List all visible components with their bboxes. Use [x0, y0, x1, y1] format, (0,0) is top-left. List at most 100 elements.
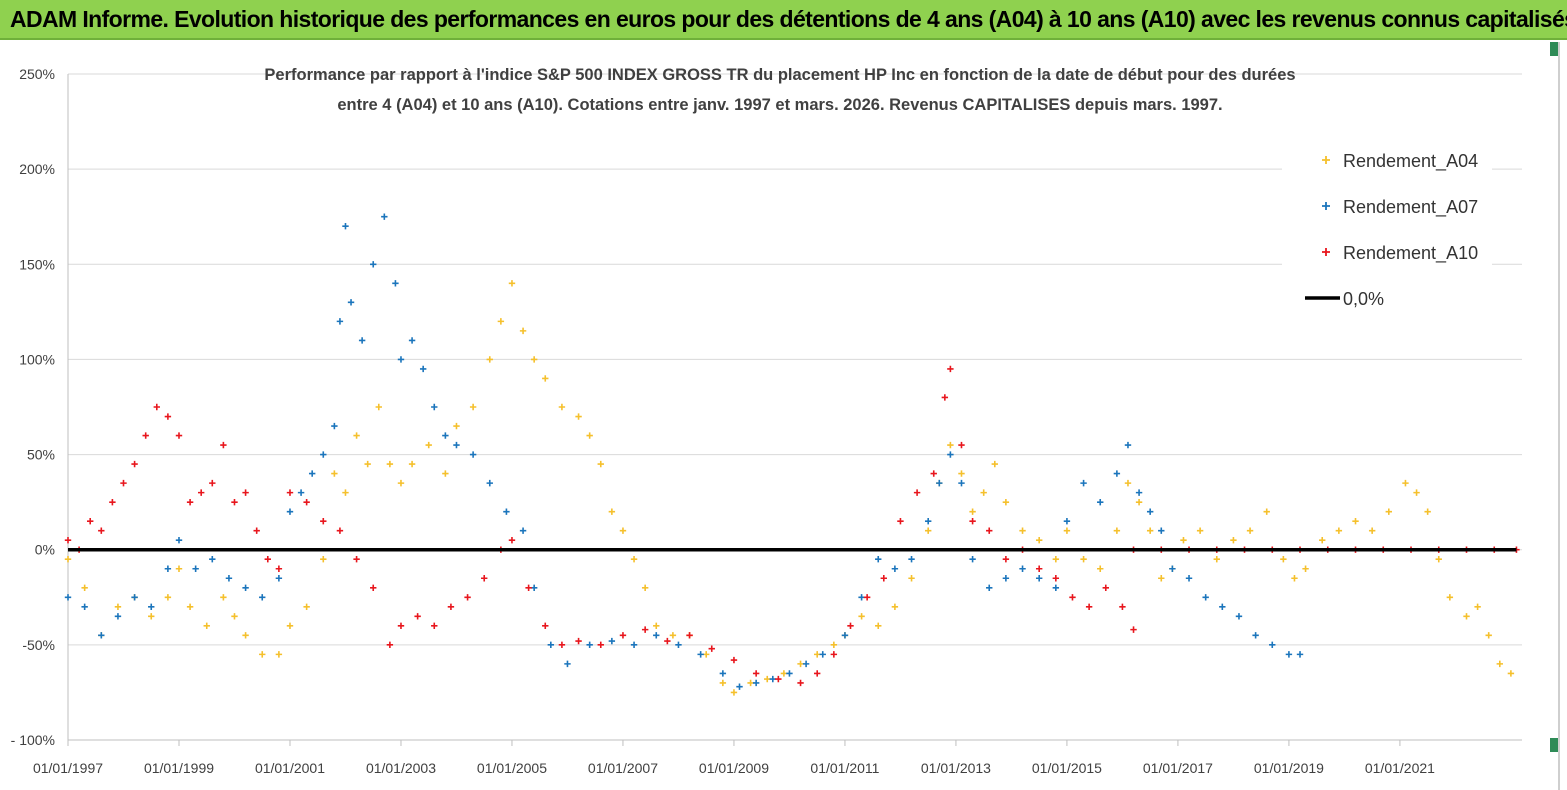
- legend-label: Rendement_A07: [1343, 197, 1478, 218]
- data-point: [64, 537, 72, 544]
- data-point: [175, 432, 183, 439]
- data-point: [342, 223, 349, 230]
- data-point: [519, 527, 527, 534]
- data-point: [336, 318, 344, 325]
- data-point: [597, 460, 604, 468]
- data-point: [1424, 508, 1431, 515]
- data-point: [397, 479, 405, 487]
- data-point: [1119, 603, 1126, 610]
- data-point: [197, 489, 205, 496]
- chart: 250% 200% 150% 100% 50% 0% -50% - 100% 01/01/19…: [11, 66, 1522, 776]
- data-point: [1113, 527, 1121, 534]
- data-point: [397, 622, 405, 630]
- data-point: [153, 403, 160, 411]
- data-point: [586, 432, 593, 439]
- data-point: [320, 451, 327, 458]
- series-rendement_a07: [64, 213, 1304, 690]
- data-point: [908, 575, 915, 582]
- data-point: [397, 356, 405, 363]
- data-point: [930, 470, 937, 477]
- data-point: [1146, 508, 1154, 515]
- data-point: [708, 645, 715, 652]
- data-point: [775, 675, 782, 683]
- data-point: [286, 489, 294, 496]
- data-point: [453, 422, 460, 430]
- data-points: [64, 213, 1520, 696]
- x-tick-label: 01/01/2019: [1254, 760, 1324, 776]
- data-point: [1269, 641, 1276, 649]
- data-point: [1019, 527, 1026, 534]
- data-point: [1124, 479, 1132, 487]
- data-point: [164, 594, 172, 601]
- data-point: [858, 594, 865, 601]
- data-point: [453, 441, 460, 449]
- data-point: [442, 470, 449, 477]
- data-point: [98, 632, 105, 639]
- data-point: [64, 556, 72, 563]
- data-point: [1052, 556, 1060, 563]
- x-tick-label: 01/01/2007: [588, 760, 658, 776]
- data-point: [320, 556, 327, 563]
- y-tick-label: 50%: [27, 447, 55, 463]
- data-point: [370, 261, 377, 268]
- data-point: [780, 670, 788, 677]
- data-point: [431, 622, 438, 630]
- data-point: [986, 527, 993, 534]
- data-point: [342, 489, 349, 496]
- data-point: [1035, 537, 1043, 544]
- data-point: [1319, 537, 1326, 544]
- data-point: [530, 584, 538, 591]
- data-point: [858, 613, 865, 620]
- x-tick-label: 01/01/2005: [477, 760, 547, 776]
- data-point: [830, 641, 838, 649]
- data-point: [331, 422, 338, 430]
- data-point: [286, 508, 294, 515]
- data-point: [1474, 603, 1481, 610]
- x-axis-ticks: 01/01/1997 01/01/1999 01/01/2001 01/01/2003…: [33, 740, 1435, 776]
- data-point: [1413, 489, 1420, 496]
- data-point: [64, 594, 72, 601]
- data-point: [469, 451, 477, 458]
- data-point: [730, 689, 738, 696]
- data-point: [769, 675, 777, 683]
- data-point: [1507, 670, 1515, 677]
- corner-marker-bottom: [1550, 738, 1558, 752]
- data-point: [225, 575, 233, 582]
- data-point: [936, 479, 943, 487]
- data-point: [114, 603, 122, 610]
- data-point: [558, 403, 566, 411]
- data-point: [364, 460, 371, 468]
- data-point: [392, 280, 399, 287]
- data-point: [958, 441, 965, 449]
- data-point: [703, 651, 710, 658]
- data-point: [1130, 626, 1137, 633]
- data-point: [503, 508, 510, 515]
- data-point: [891, 603, 899, 610]
- data-point: [1285, 651, 1293, 658]
- data-point: [231, 613, 238, 620]
- data-point: [969, 517, 976, 525]
- data-point: [148, 613, 155, 620]
- data-point: [1146, 527, 1154, 534]
- data-point: [1052, 584, 1060, 591]
- data-point: [175, 565, 183, 572]
- data-point: [752, 670, 760, 677]
- data-point: [120, 479, 127, 487]
- legend-label: Rendement_A04: [1343, 151, 1478, 172]
- data-point: [464, 594, 471, 601]
- data-point: [736, 683, 743, 690]
- data-point: [508, 280, 516, 287]
- data-point: [275, 565, 283, 572]
- data-point: [1097, 565, 1104, 572]
- data-point: [913, 489, 921, 496]
- data-point: [148, 603, 155, 610]
- data-point: [386, 641, 394, 649]
- data-point: [1463, 613, 1470, 620]
- x-tick-label: 01/01/2013: [921, 760, 991, 776]
- series-rendement_a10: [64, 365, 1137, 687]
- data-point: [297, 489, 305, 496]
- data-point: [442, 432, 449, 439]
- data-point: [819, 651, 826, 658]
- data-point: [131, 460, 138, 468]
- data-point: [447, 603, 455, 610]
